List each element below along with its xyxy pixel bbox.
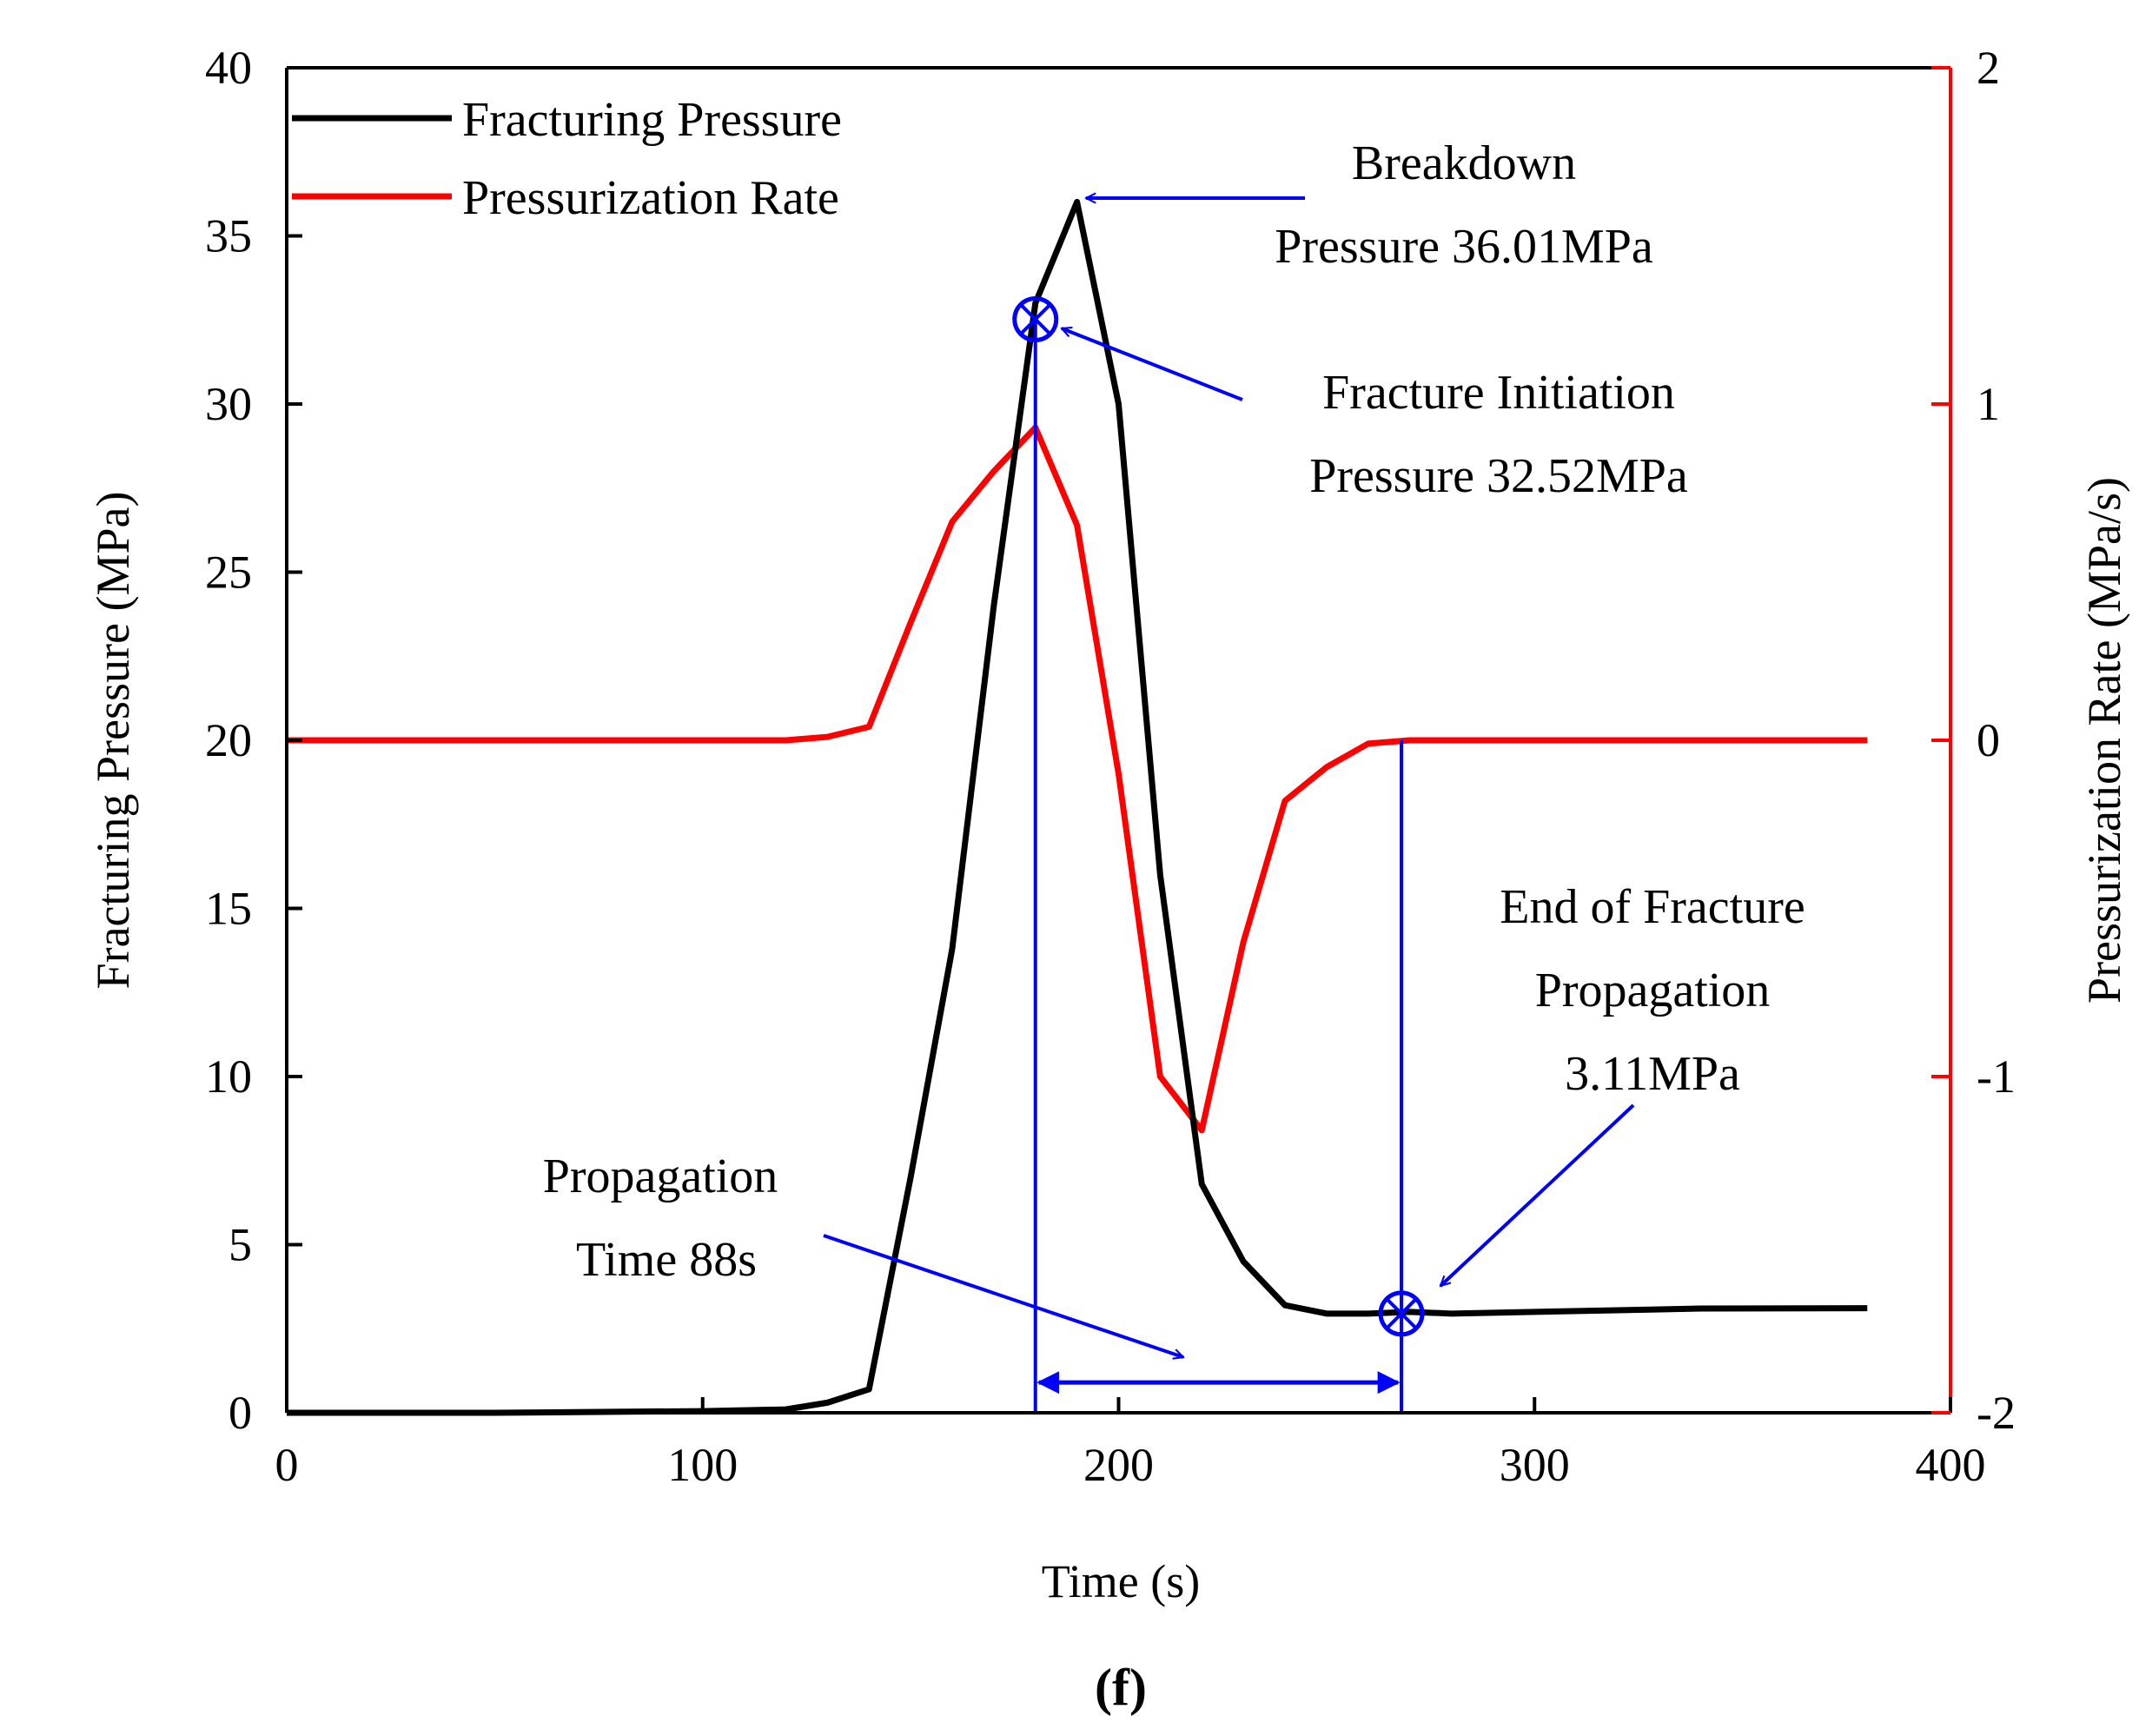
right-tick-label: 0 [1977, 714, 2000, 766]
end-propagation-marker [1378, 1290, 1425, 1337]
left-tick-label: 25 [205, 547, 252, 599]
end-propagation-label-line3: 3.11MPa [1565, 1047, 1740, 1101]
initiation-callout-arrow [1062, 328, 1243, 401]
legend-label-rate: Pressurization Rate [462, 171, 839, 225]
x-tick-label: 300 [1500, 1439, 1570, 1491]
left-axis-ticks: 0 5 10 15 20 25 30 35 40 [205, 42, 302, 1439]
left-tick-label: 35 [205, 210, 252, 262]
left-tick-label: 30 [205, 378, 252, 430]
propagation-time-label-line1: Propagation [543, 1150, 778, 1203]
left-tick-label: 15 [205, 883, 252, 935]
left-axis-title: Fracturing Pressure (MPa) [87, 492, 139, 990]
right-tick-label: -1 [1977, 1050, 2016, 1103]
right-tick-label: -2 [1977, 1387, 2016, 1439]
legend: Fracturing Pressure Pressurization Rate [292, 93, 842, 225]
left-tick-label: 10 [205, 1050, 252, 1103]
right-axis-ticks: -2 -1 0 1 2 [1931, 42, 2016, 1439]
right-axis-title: Pressurization Rate (MPa/s) [2078, 477, 2130, 1004]
breakdown-label-line1: Breakdown [1352, 136, 1576, 190]
x-tick-label: 200 [1083, 1439, 1154, 1491]
right-tick-label: 2 [1977, 42, 2000, 94]
initiation-label-line1: Fracture Initiation [1322, 366, 1675, 420]
legend-label-pressure: Fracturing Pressure [462, 93, 842, 147]
initiation-marker [1012, 295, 1059, 342]
end-propagation-label-line1: End of Fracture [1500, 880, 1805, 934]
x-tick-label: 0 [275, 1439, 299, 1491]
propagation-time-callout-arrow [823, 1234, 1183, 1357]
right-tick-label: 1 [1977, 378, 2000, 430]
breakdown-label-line2: Pressure 36.01MPa [1275, 220, 1653, 274]
left-tick-label: 0 [228, 1387, 252, 1439]
propagation-time-label-line2: Time 88s [576, 1233, 757, 1287]
left-tick-label: 20 [205, 714, 252, 766]
initiation-label-line2: Pressure 32.52MPa [1309, 449, 1688, 503]
left-tick-label: 5 [228, 1219, 252, 1271]
x-axis-ticks: 0 100 200 300 400 [275, 1397, 1986, 1491]
left-tick-label: 40 [205, 42, 252, 94]
x-axis-title: Time (s) [1042, 1555, 1201, 1607]
x-tick-label: 400 [1916, 1439, 1986, 1491]
end-propagation-label-line2: Propagation [1535, 964, 1771, 1017]
x-tick-label: 100 [667, 1439, 738, 1491]
series-line-pressurization-rate [287, 424, 1868, 1134]
end-propagation-callout-arrow [1440, 1103, 1635, 1286]
panel-label: (f) [1095, 1659, 1147, 1716]
